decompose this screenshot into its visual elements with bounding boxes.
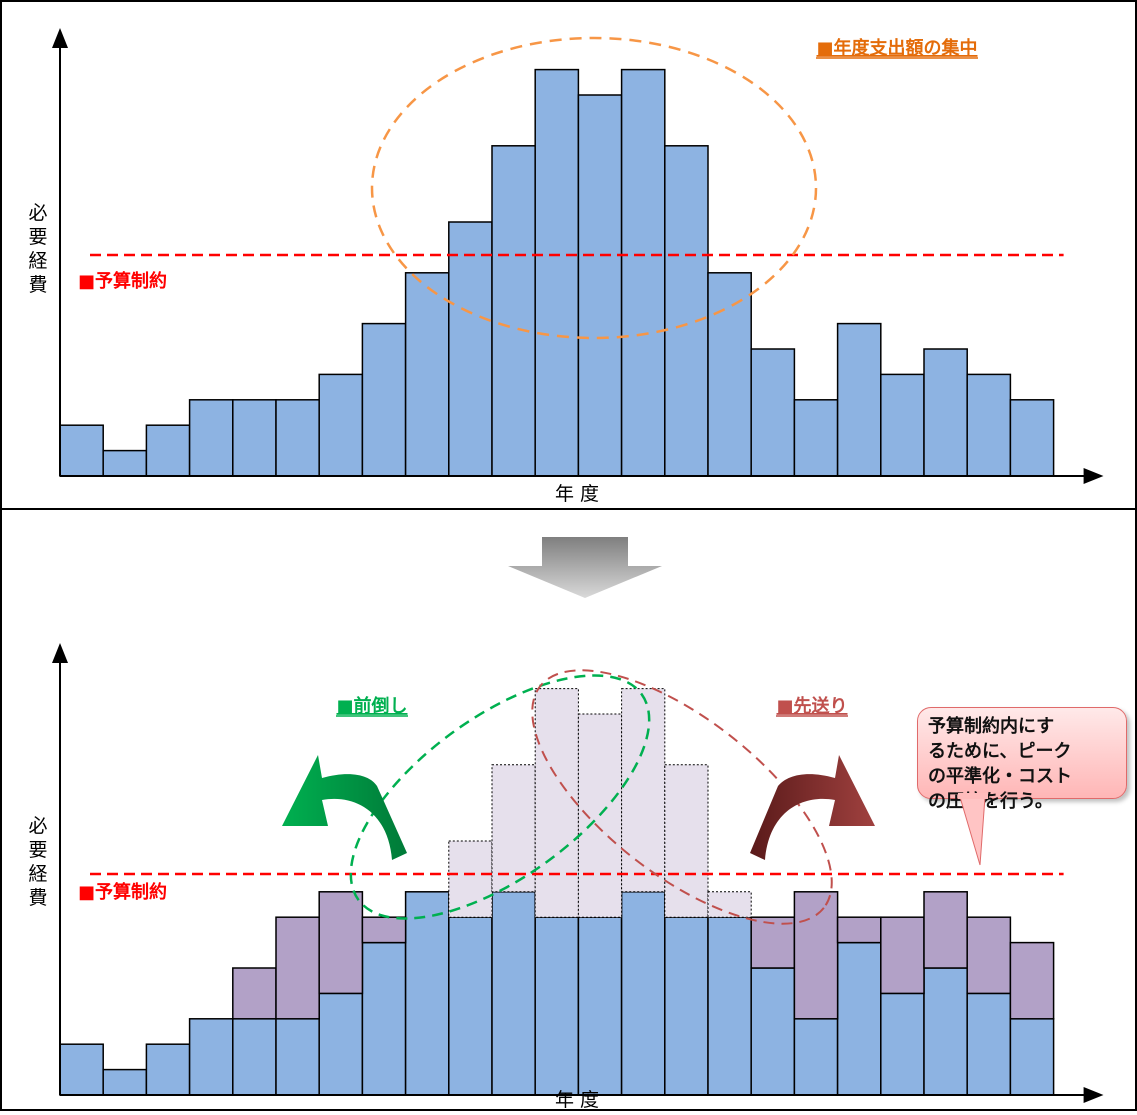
bar [577,94,623,477]
front-loading-arrow-icon [282,755,407,860]
bar [620,68,666,477]
bar [577,916,623,1096]
bar [923,967,968,1096]
bar [188,1018,234,1096]
bar [1009,1018,1055,1096]
bar [534,916,580,1096]
concentration-ellipse [370,36,818,340]
bar [664,764,709,918]
bar [491,764,536,893]
bar [534,68,580,477]
bar [448,840,493,918]
postponement-arrow-icon [750,755,875,860]
transition-arrow-icon [508,537,662,598]
annotation-label: ■前倒し [336,695,407,717]
y-axis-label: 必要経費 [28,815,47,909]
postponement-ellipse [531,669,833,925]
bar [491,145,536,477]
bar [793,1018,839,1096]
bar [275,1018,320,1096]
bar [232,399,277,477]
bar [404,891,450,1096]
bar [966,373,1012,477]
bar [621,688,666,893]
bar [836,941,882,1096]
bar [793,399,839,477]
bar [232,1018,277,1096]
bar [491,891,536,1096]
bar [275,399,320,477]
bar [448,221,493,477]
bar [664,145,709,477]
bar [836,322,882,477]
bar [664,916,709,1096]
bar [923,891,968,969]
bar [448,916,493,1096]
front-loading-ellipse [349,674,651,920]
bar [923,348,968,477]
bar [707,916,752,1096]
bar [59,1043,104,1096]
bar [1009,941,1055,1020]
bar [318,373,364,477]
bar [793,891,839,1020]
annotation-label: ■先送り [776,695,847,717]
bar [750,348,796,477]
bar [361,916,407,944]
callout-note: 予算制約内にす るために、ピーク の平準化・コスト の圧縮を行う。 [917,707,1127,812]
bar [145,1043,191,1096]
bar [836,916,882,944]
bar [188,399,234,477]
bar [102,449,148,477]
bar [361,322,407,477]
bar [59,424,104,477]
bar [966,992,1012,1096]
bar [880,992,925,1096]
bar [232,967,277,1020]
bar [750,916,796,969]
annotation-label: ■年度支出額の集中 [816,37,977,59]
y-axis-label: 必要経費 [28,202,47,296]
bar [534,688,579,918]
bar [620,891,666,1096]
bar [880,916,925,995]
budget-label: ■予算制約 [78,270,167,292]
bar [102,1068,148,1096]
bar [707,272,752,477]
budget-label: ■予算制約 [78,881,167,903]
bar [145,424,191,477]
bar [880,373,925,477]
bar [318,992,364,1096]
bar [275,916,320,1020]
bar [1009,399,1055,477]
x-axis-label: 年 度 [555,483,599,505]
bar [750,967,796,1096]
bar [966,916,1012,995]
bar [318,891,364,995]
bar [361,941,407,1096]
x-axis-label: 年 度 [555,1089,599,1111]
bar [404,272,450,477]
